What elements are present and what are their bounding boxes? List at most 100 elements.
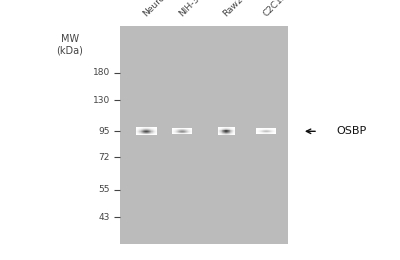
- Bar: [141, 131, 142, 132]
- Bar: [142, 134, 143, 135]
- Bar: [256, 128, 257, 129]
- Bar: [263, 129, 264, 130]
- Bar: [232, 129, 233, 130]
- Bar: [226, 129, 227, 130]
- Bar: [267, 128, 268, 129]
- Bar: [145, 134, 146, 135]
- Bar: [258, 130, 259, 131]
- Bar: [138, 132, 139, 133]
- Bar: [234, 132, 235, 133]
- Bar: [141, 130, 142, 131]
- Bar: [228, 130, 229, 131]
- Bar: [143, 133, 144, 134]
- Bar: [224, 127, 225, 128]
- Bar: [232, 134, 233, 135]
- Bar: [142, 131, 143, 132]
- Bar: [191, 129, 192, 130]
- Bar: [221, 128, 222, 129]
- Bar: [145, 129, 146, 130]
- Bar: [173, 128, 174, 129]
- Bar: [184, 133, 185, 134]
- Bar: [220, 131, 221, 132]
- Bar: [218, 131, 219, 132]
- Bar: [266, 130, 267, 131]
- Bar: [150, 133, 151, 134]
- Bar: [218, 132, 219, 133]
- Bar: [176, 128, 177, 129]
- Bar: [220, 134, 221, 135]
- Bar: [233, 127, 234, 128]
- Bar: [150, 129, 151, 130]
- Bar: [136, 134, 137, 135]
- Bar: [227, 134, 228, 135]
- Bar: [156, 133, 157, 134]
- Bar: [173, 131, 174, 132]
- Bar: [261, 132, 262, 133]
- Bar: [174, 131, 175, 132]
- Text: NIH-3T3: NIH-3T3: [178, 0, 210, 18]
- Bar: [140, 129, 141, 130]
- Bar: [150, 134, 151, 135]
- Bar: [230, 131, 231, 132]
- Bar: [138, 134, 139, 135]
- Bar: [191, 132, 192, 133]
- Bar: [155, 128, 156, 129]
- Bar: [184, 132, 185, 133]
- Bar: [271, 128, 272, 129]
- Bar: [155, 132, 156, 133]
- Bar: [262, 131, 263, 132]
- Bar: [263, 131, 264, 132]
- Bar: [183, 128, 184, 129]
- Bar: [172, 128, 173, 129]
- Bar: [147, 133, 148, 134]
- Bar: [275, 128, 276, 129]
- Bar: [151, 133, 152, 134]
- Bar: [187, 132, 188, 133]
- Bar: [177, 129, 178, 130]
- Bar: [259, 131, 260, 132]
- Bar: [143, 130, 144, 131]
- Bar: [260, 129, 261, 130]
- Bar: [149, 132, 150, 133]
- Bar: [257, 131, 258, 132]
- Bar: [275, 129, 276, 130]
- Text: 180: 180: [93, 68, 110, 77]
- Bar: [154, 127, 155, 128]
- Bar: [264, 128, 265, 129]
- Bar: [152, 127, 153, 128]
- Bar: [176, 131, 177, 132]
- Bar: [228, 134, 229, 135]
- Bar: [153, 133, 154, 134]
- Bar: [155, 134, 156, 135]
- Bar: [136, 129, 137, 130]
- Bar: [182, 132, 183, 133]
- Bar: [182, 130, 183, 131]
- Bar: [270, 132, 271, 133]
- Bar: [268, 128, 269, 129]
- Bar: [232, 133, 233, 134]
- Bar: [188, 132, 189, 133]
- Bar: [149, 130, 150, 131]
- Bar: [187, 133, 188, 134]
- Bar: [233, 130, 234, 131]
- Bar: [231, 132, 232, 133]
- Text: C2C12: C2C12: [262, 0, 289, 18]
- Bar: [261, 133, 262, 134]
- Bar: [268, 131, 269, 132]
- Bar: [225, 132, 226, 133]
- Bar: [191, 131, 192, 132]
- Bar: [155, 133, 156, 134]
- Bar: [186, 129, 187, 130]
- Bar: [181, 132, 182, 133]
- Bar: [148, 134, 149, 135]
- Bar: [154, 132, 155, 133]
- Bar: [186, 130, 187, 131]
- Bar: [233, 129, 234, 130]
- Bar: [156, 131, 157, 132]
- Bar: [149, 127, 150, 128]
- Bar: [218, 127, 219, 128]
- Bar: [148, 127, 149, 128]
- Bar: [268, 130, 269, 131]
- Bar: [220, 132, 221, 133]
- Text: 43: 43: [99, 213, 110, 222]
